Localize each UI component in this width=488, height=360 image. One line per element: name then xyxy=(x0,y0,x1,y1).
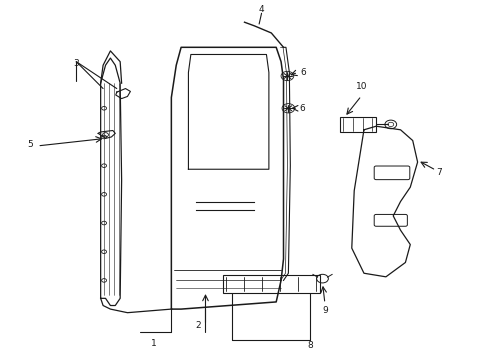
Text: 7: 7 xyxy=(436,168,442,177)
Text: 9: 9 xyxy=(322,306,327,315)
Bar xyxy=(339,117,375,132)
Text: 5: 5 xyxy=(27,140,33,149)
Text: 8: 8 xyxy=(307,341,312,350)
Text: 3: 3 xyxy=(73,59,79,68)
Text: 1: 1 xyxy=(151,339,157,348)
Text: 10: 10 xyxy=(355,82,366,91)
Text: 6: 6 xyxy=(300,68,305,77)
Text: 6: 6 xyxy=(299,104,305,113)
Bar xyxy=(222,275,320,293)
Text: 4: 4 xyxy=(258,5,264,14)
Text: 2: 2 xyxy=(195,321,201,330)
